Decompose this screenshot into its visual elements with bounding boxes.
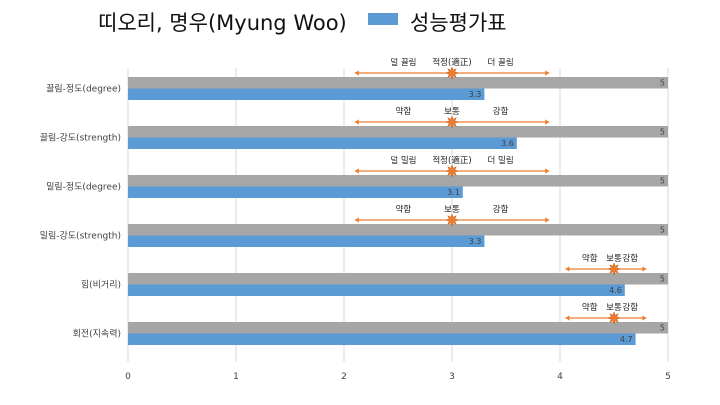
arrow-right-head xyxy=(642,315,647,321)
legend-label: 성능평가표 xyxy=(410,11,507,35)
scale-left-label: 덜 밀림 xyxy=(390,155,416,166)
bar-reference xyxy=(128,126,668,138)
data-label-reference: 5 xyxy=(660,128,665,137)
scale-middle-label: 적정(適正) xyxy=(432,57,471,68)
category-label: 밀림-강도(strength) xyxy=(40,230,121,242)
scale-right-label: 더 밀림 xyxy=(488,155,514,166)
arrow-left-head xyxy=(354,70,359,76)
arrow-right-head xyxy=(642,266,647,272)
scale-left-label: 약함 xyxy=(396,106,412,117)
category-label: 힘(비거리) xyxy=(81,280,121,291)
scale-right-label: 강함 xyxy=(622,253,638,264)
arrow-right-head xyxy=(545,168,550,174)
arrow-right-head xyxy=(545,70,550,76)
scale-middle-label: 적정(適正) xyxy=(432,155,471,166)
x-tick-label: 3 xyxy=(449,372,455,382)
arrow-right-head xyxy=(545,217,550,223)
rating-star-marker xyxy=(607,262,621,276)
arrow-left-head xyxy=(354,217,359,223)
scale-right-label: 강함 xyxy=(622,302,638,313)
arrow-left-head xyxy=(354,168,359,174)
bar-performance xyxy=(128,235,485,247)
data-label-performance: 4.6 xyxy=(609,286,622,295)
data-label-performance: 3.3 xyxy=(469,90,482,99)
arrow-left-head xyxy=(565,266,570,272)
data-label-reference: 5 xyxy=(660,226,665,235)
chart-title: 띠오리, 명우(Myung Woo) xyxy=(98,11,347,35)
data-label-reference: 5 xyxy=(660,79,665,88)
scale-right-label: 더 끌림 xyxy=(488,57,514,68)
rating-star-marker xyxy=(445,115,459,129)
bar-performance xyxy=(128,284,625,296)
scale-left-label: 덜 끌림 xyxy=(390,57,416,68)
data-label-performance: 3.1 xyxy=(447,188,460,197)
scale-middle-label: 보통 xyxy=(444,205,460,215)
x-tick-label: 2 xyxy=(341,372,347,382)
rating-star-marker xyxy=(445,66,459,80)
plot-area: 0 1 2 3 4 5끌림-정도(degree)53.3덜 끌림 적정(適正) 더 끌림끌림-… xyxy=(40,57,671,382)
bar-performance xyxy=(128,137,517,149)
arrow-left-head xyxy=(565,315,570,321)
scale-left-label: 약함 xyxy=(396,204,412,215)
legend-swatch xyxy=(368,13,398,25)
scale-right-label: 강함 xyxy=(493,204,509,215)
scale-middle-label: 보통 xyxy=(444,107,460,117)
data-label-reference: 5 xyxy=(660,275,665,284)
scale-right-label: 강함 xyxy=(493,106,509,117)
category-label: 끌림-강도(strength) xyxy=(40,132,121,144)
category-label: 밀림-정도(degree) xyxy=(46,181,121,193)
scale-left-label: 약함 xyxy=(582,302,598,313)
data-label-performance: 3.6 xyxy=(501,139,514,148)
bar-performance xyxy=(128,88,485,100)
rating-star-marker xyxy=(445,164,459,178)
data-label-reference: 5 xyxy=(660,177,665,186)
bar-performance xyxy=(128,186,463,198)
category-label: 끌림-정도(degree) xyxy=(46,83,121,95)
bar-reference xyxy=(128,322,668,334)
x-tick-label: 5 xyxy=(665,372,671,382)
x-tick-label: 1 xyxy=(233,372,239,382)
bar-reference xyxy=(128,273,668,285)
arrow-left-head xyxy=(354,119,359,125)
data-label-performance: 4.7 xyxy=(620,335,633,344)
scale-middle-label: 보통 xyxy=(606,303,622,313)
data-label-reference: 5 xyxy=(660,324,665,333)
scale-left-label: 약함 xyxy=(582,253,598,264)
scale-middle-label: 보통 xyxy=(606,254,622,264)
data-label-performance: 3.3 xyxy=(469,237,482,246)
x-tick-label: 0 xyxy=(125,372,131,382)
x-tick-label: 4 xyxy=(557,372,563,382)
arrow-right-head xyxy=(545,119,550,125)
category-label: 회전(지속력) xyxy=(73,328,121,340)
rating-star-marker xyxy=(607,311,621,325)
rating-star-marker xyxy=(445,213,459,227)
bar-reference xyxy=(128,224,668,236)
bar-reference xyxy=(128,77,668,89)
bar-reference xyxy=(128,175,668,187)
bar-performance xyxy=(128,333,636,345)
